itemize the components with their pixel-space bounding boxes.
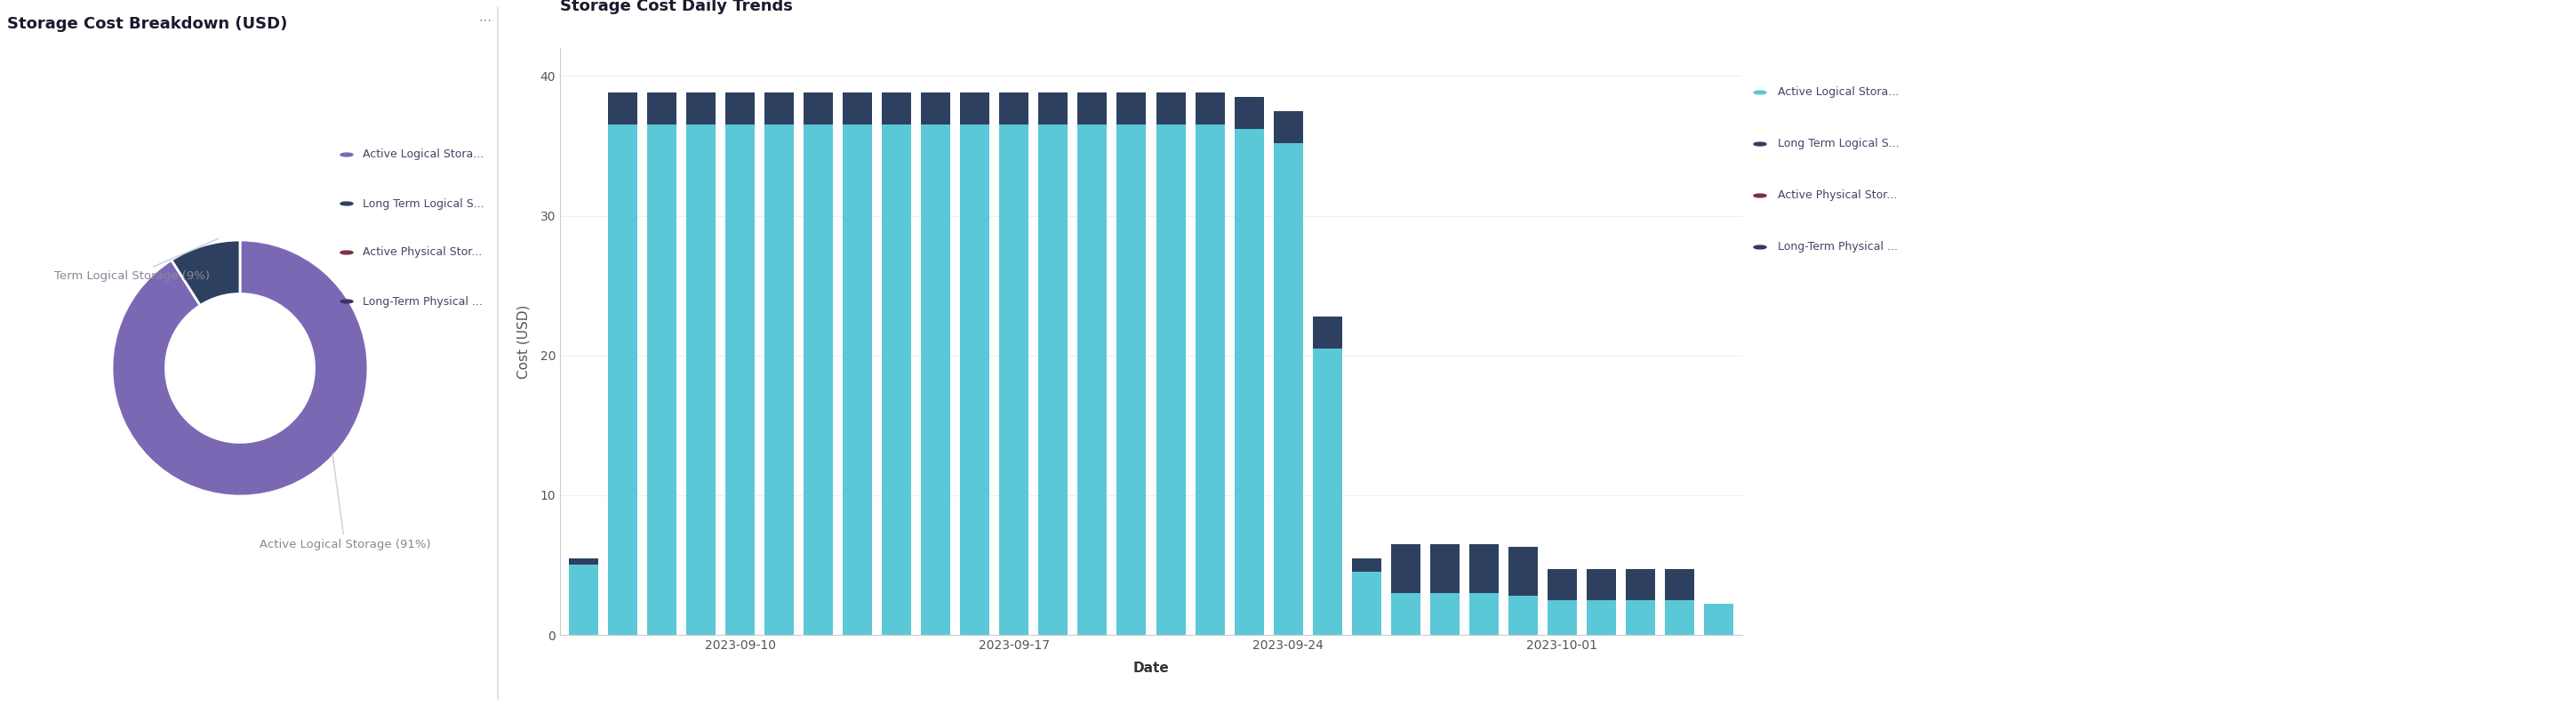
Bar bbox=[1548, 569, 1577, 600]
Bar bbox=[1273, 111, 1303, 143]
Bar bbox=[881, 125, 912, 635]
Text: Active Logical Stora...: Active Logical Stora... bbox=[1777, 87, 1899, 98]
Bar bbox=[1705, 604, 1734, 635]
Bar bbox=[1077, 125, 1108, 635]
Text: Active Physical Stor...: Active Physical Stor... bbox=[363, 246, 482, 258]
Bar bbox=[881, 92, 912, 125]
Bar bbox=[647, 125, 677, 635]
Bar bbox=[1587, 569, 1615, 600]
Bar bbox=[647, 92, 677, 125]
Bar bbox=[922, 125, 951, 635]
Bar bbox=[1625, 569, 1656, 600]
Bar bbox=[1664, 600, 1695, 635]
Bar bbox=[1273, 143, 1303, 635]
Text: Long Term Logical S...: Long Term Logical S... bbox=[363, 198, 484, 210]
Bar bbox=[1118, 92, 1146, 125]
Text: ⋯: ⋯ bbox=[479, 13, 489, 26]
Bar bbox=[999, 92, 1028, 125]
Bar bbox=[1195, 125, 1224, 635]
Text: Active Physical Stor...: Active Physical Stor... bbox=[1777, 190, 1896, 201]
Bar bbox=[1430, 544, 1461, 593]
Bar bbox=[1157, 92, 1185, 125]
Wedge shape bbox=[173, 240, 240, 306]
Text: Active Logical Stora...: Active Logical Stora... bbox=[363, 149, 484, 160]
Text: Term Logical Storage (9%): Term Logical Storage (9%) bbox=[54, 239, 219, 282]
Bar bbox=[726, 92, 755, 125]
Bar bbox=[726, 125, 755, 635]
X-axis label: Date: Date bbox=[1133, 662, 1170, 675]
Text: Long-Term Physical ...: Long-Term Physical ... bbox=[1777, 241, 1899, 253]
Text: Storage Cost Breakdown (USD): Storage Cost Breakdown (USD) bbox=[8, 16, 289, 32]
Bar bbox=[1038, 125, 1069, 635]
Bar bbox=[1391, 593, 1419, 635]
Bar bbox=[1468, 593, 1499, 635]
Bar bbox=[1548, 600, 1577, 635]
Bar bbox=[1077, 92, 1108, 125]
Bar bbox=[608, 125, 636, 635]
Bar bbox=[1510, 547, 1538, 596]
Bar bbox=[1625, 600, 1656, 635]
Bar bbox=[1510, 596, 1538, 635]
Bar bbox=[1314, 349, 1342, 635]
Text: Long-Term Physical ...: Long-Term Physical ... bbox=[363, 296, 482, 307]
Text: Active Logical Storage (91%): Active Logical Storage (91%) bbox=[260, 454, 430, 551]
Bar bbox=[1664, 569, 1695, 600]
Text: Long Term Logical S...: Long Term Logical S... bbox=[1777, 138, 1899, 150]
Bar bbox=[922, 92, 951, 125]
Bar bbox=[1587, 600, 1615, 635]
Bar bbox=[1391, 544, 1419, 593]
Bar bbox=[961, 125, 989, 635]
Bar bbox=[1157, 125, 1185, 635]
Bar bbox=[1352, 572, 1381, 635]
Bar bbox=[685, 92, 716, 125]
Bar bbox=[1234, 129, 1265, 635]
Bar bbox=[1430, 593, 1461, 635]
Bar bbox=[1118, 125, 1146, 635]
Bar bbox=[1314, 316, 1342, 349]
Text: Storage Cost Daily Trends: Storage Cost Daily Trends bbox=[559, 0, 793, 14]
Bar bbox=[842, 92, 873, 125]
Bar bbox=[1038, 92, 1069, 125]
Bar bbox=[804, 125, 832, 635]
Bar bbox=[1352, 558, 1381, 572]
Bar bbox=[961, 92, 989, 125]
Bar bbox=[685, 125, 716, 635]
Wedge shape bbox=[111, 240, 368, 496]
Bar bbox=[765, 92, 793, 125]
Bar bbox=[1234, 97, 1265, 129]
Bar bbox=[569, 558, 598, 565]
Bar bbox=[1468, 544, 1499, 593]
Y-axis label: Cost (USD): Cost (USD) bbox=[518, 304, 531, 378]
Bar bbox=[999, 125, 1028, 635]
Bar bbox=[804, 92, 832, 125]
Bar bbox=[608, 92, 636, 125]
Bar bbox=[1195, 92, 1224, 125]
Bar bbox=[842, 125, 873, 635]
Bar bbox=[765, 125, 793, 635]
Bar bbox=[569, 565, 598, 635]
